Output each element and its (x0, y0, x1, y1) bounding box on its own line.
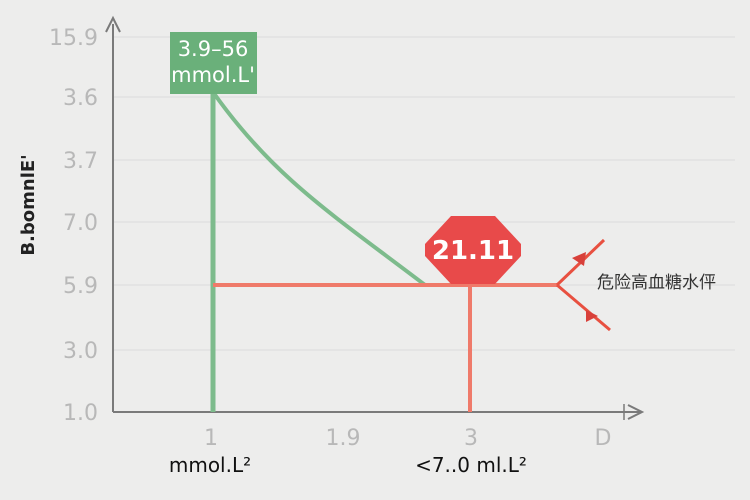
danger-value-label: 21.11 (432, 236, 514, 266)
target-range-box (170, 32, 257, 94)
danger-octagon (425, 216, 521, 284)
target-range-line2: mmol.L' (171, 63, 255, 87)
y-tick-labels: 1.0 3.0 5.9 7.0 3.7 3.6 15.9 (49, 26, 98, 426)
arrowhead-icon (586, 310, 598, 322)
target-range-line1: 3.9–56 (178, 37, 249, 61)
axes (105, 15, 645, 420)
green-descending-curve (211, 90, 427, 287)
y-tick-label: 7.0 (63, 211, 98, 236)
series (210, 90, 557, 412)
x-tick-label: 3 (464, 426, 478, 451)
x-unit-label-left: mmol.L² (169, 453, 251, 477)
y-tick-label: 3.7 (63, 149, 98, 174)
y-tick-label: 3.6 (63, 86, 98, 111)
x-tick-label: 1 (204, 426, 218, 451)
y-tick-label: 5.9 (63, 274, 98, 299)
y-axis-arrow-icon (105, 15, 121, 33)
x-unit-label-right: <7..0 ml.L² (415, 453, 527, 477)
x-axis-arrow-icon (627, 404, 645, 420)
lower-branch-line (556, 283, 611, 332)
y-tick-label: 1.0 (63, 401, 98, 426)
y-tick-label: 15.9 (49, 26, 98, 51)
x-tick-labels: 1 1.9 3 D (204, 426, 611, 451)
y-axis-label: B.bomnlE' (18, 154, 39, 255)
x-tick-label: D (595, 426, 612, 451)
x-tick-label: 1.9 (326, 426, 361, 451)
y-tick-label: 3.0 (63, 339, 98, 364)
arrowhead-icon (572, 252, 586, 266)
danger-annotation: 危险高血糖水伻 (597, 273, 716, 293)
